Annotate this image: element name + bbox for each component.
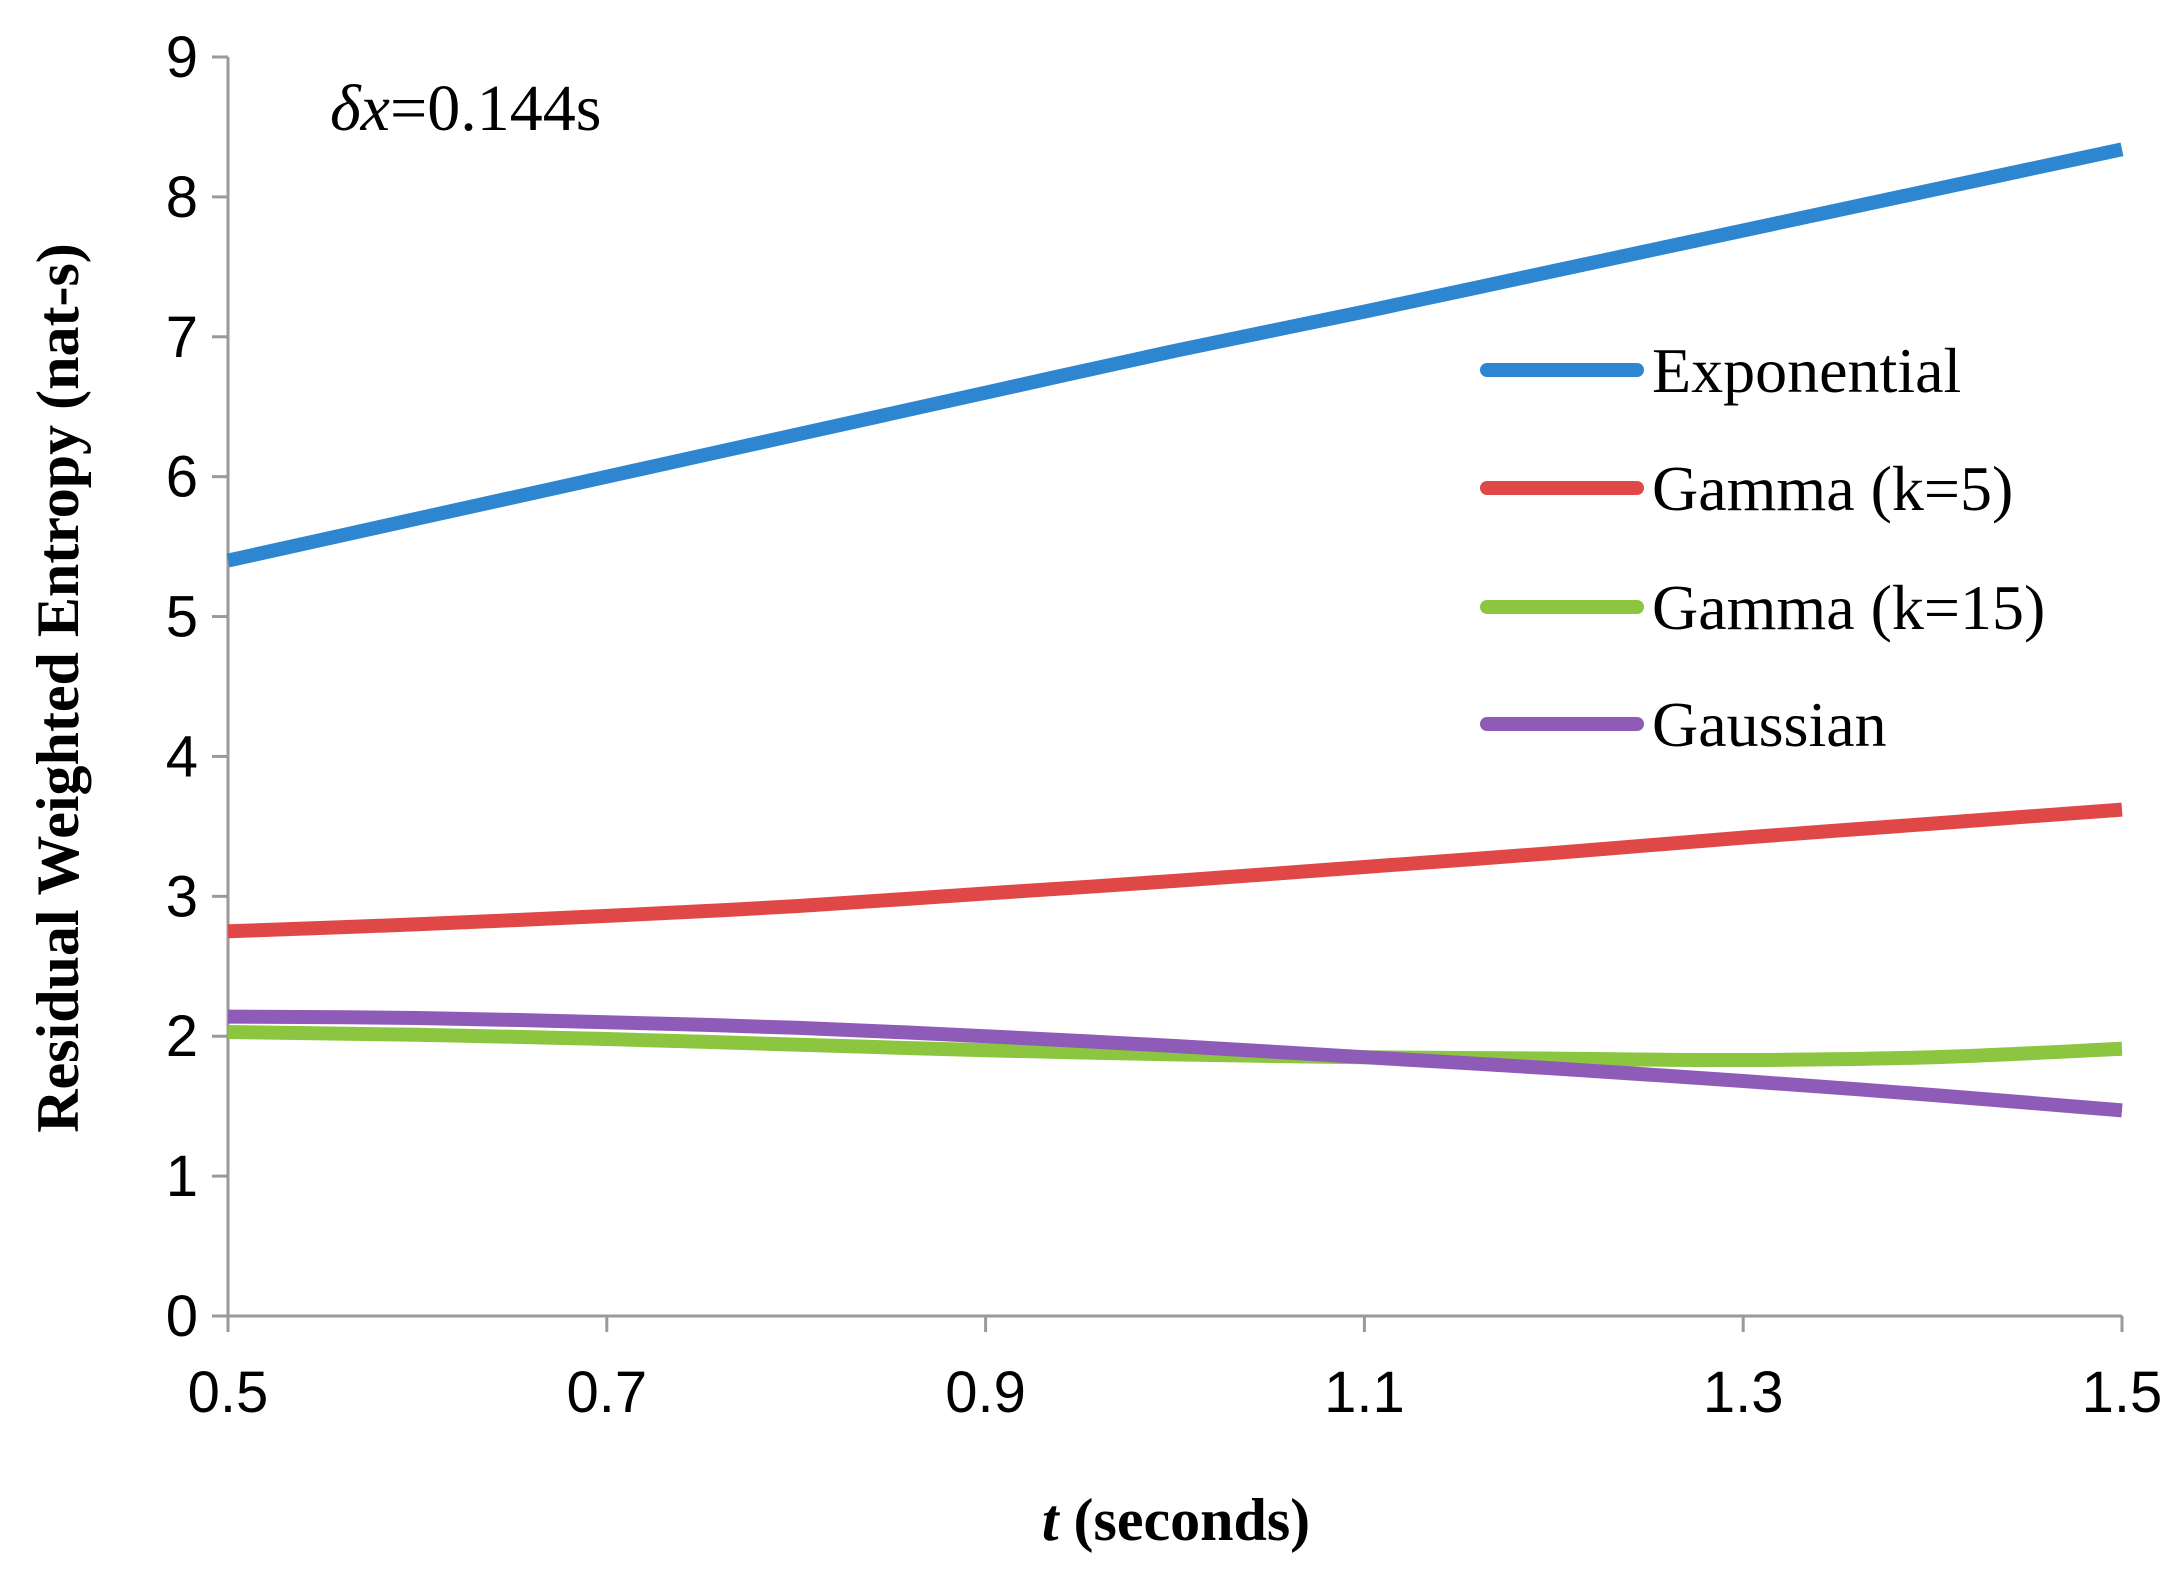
legend-label: Gamma (k=15) [1652, 572, 2045, 643]
y-axis-title: Residual Weighted Entropy (nat-s) [25, 243, 91, 1133]
annotation-symbol: δx [330, 72, 390, 145]
legend-item-gaussian: Gaussian [1480, 689, 1887, 760]
x-tick-label: 0.5 [188, 1360, 269, 1425]
y-tick-label: 1 [166, 1144, 198, 1209]
series-line-gamma-k-5 [227, 802, 2123, 939]
legend-label: Gamma (k=5) [1652, 453, 2013, 524]
y-tick-label: 9 [166, 25, 198, 90]
series-line-gaussian [227, 1009, 2123, 1118]
tick-labels: 0 1 2 3 4 5 6 7 8 9 0.5 0.7 0.9 1.1 1.3 1.5 [166, 25, 2163, 1425]
x-axis-title: t (seconds) [1042, 1487, 1310, 1553]
y-tick-label: 0 [166, 1284, 198, 1349]
y-tick-label: 7 [166, 305, 198, 370]
x-tick-label: 1.3 [1703, 1360, 1784, 1425]
series-line-gamma-k-15 [227, 1025, 2123, 1068]
legend: Exponential Gamma (k=5) Gamma (k=15) Gaussi… [1480, 335, 2045, 760]
x-tick-label: 1.5 [2082, 1360, 2163, 1425]
y-tick-label: 4 [166, 724, 198, 789]
x-axis-title-italic: t [1042, 1487, 1061, 1553]
series-line-exponential [226, 142, 2124, 568]
legend-item-gamma-k-5: Gamma (k=5) [1480, 453, 2013, 524]
y-tick-label: 8 [166, 165, 198, 230]
x-tick-label: 0.7 [566, 1360, 647, 1425]
x-tick-label: 1.1 [1324, 1360, 1405, 1425]
legend-label: Exponential [1652, 335, 1961, 406]
y-tick-label: 6 [166, 445, 198, 510]
annotation-text: =0.144s [390, 72, 601, 145]
x-tick-label: 0.9 [945, 1360, 1026, 1425]
legend-label: Gaussian [1652, 689, 1887, 760]
series-lines [226, 142, 2124, 1118]
legend-item-gamma-k-15: Gamma (k=15) [1480, 572, 2045, 643]
legend-item-exponential: Exponential [1480, 335, 1961, 406]
y-tick-label: 5 [166, 585, 198, 650]
x-axis-title-rest: (seconds) [1059, 1487, 1311, 1553]
y-tick-label: 2 [166, 1004, 198, 1069]
axes [212, 55, 2124, 1332]
y-tick-label: 3 [166, 864, 198, 929]
delta-annotation: δx=0.144s [330, 72, 601, 145]
